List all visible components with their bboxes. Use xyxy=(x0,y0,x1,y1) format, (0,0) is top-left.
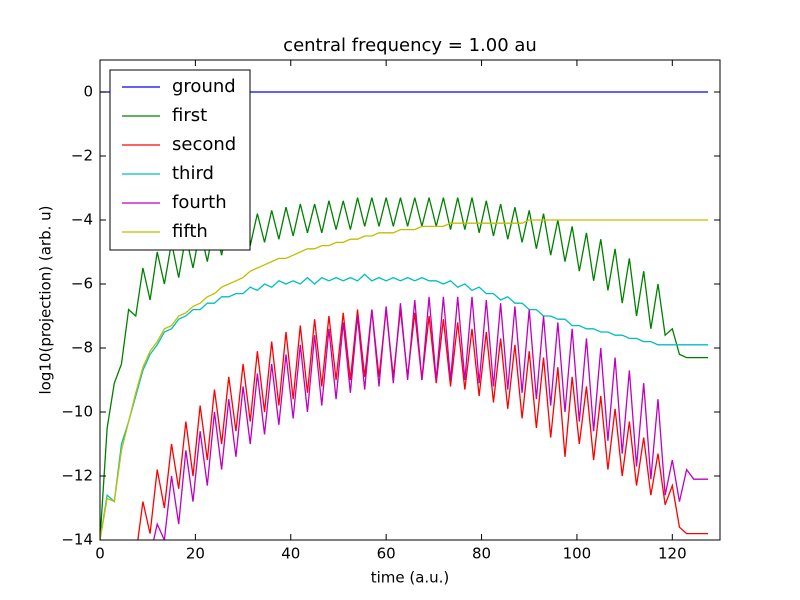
x-tick-label: 40 xyxy=(281,545,300,563)
y-axis-label: log10(projection) (arb. u) xyxy=(37,206,55,395)
y-tick-label: −10 xyxy=(61,403,93,421)
legend-label: fifth xyxy=(172,221,208,242)
x-tick-label: 20 xyxy=(186,545,205,563)
x-tick-label: 120 xyxy=(658,545,687,563)
x-tick-label: 60 xyxy=(377,545,396,563)
y-tick-label: −8 xyxy=(71,339,93,357)
x-tick-label: 80 xyxy=(472,545,491,563)
legend-label: third xyxy=(172,163,214,184)
axes-frame xyxy=(99,59,721,541)
legend-label: second xyxy=(172,134,236,155)
y-tick-label: −6 xyxy=(71,275,93,293)
series-line xyxy=(152,296,709,540)
y-tick-label: −14 xyxy=(61,531,93,549)
legend-label: first xyxy=(172,105,207,126)
y-tick-label: −2 xyxy=(71,147,93,165)
y-tick-label: −12 xyxy=(61,467,93,485)
x-tick-label: 0 xyxy=(95,545,105,563)
x-axis-label: time (a.u.) xyxy=(371,569,450,587)
legend: ground first second third fourth fifth xyxy=(109,69,251,251)
y-tick-label: −4 xyxy=(71,211,93,229)
series-line xyxy=(100,219,709,540)
y-tick-label: 0 xyxy=(83,83,93,101)
legend-label: ground xyxy=(172,76,236,97)
legend-label: fourth xyxy=(172,192,227,213)
legend-box xyxy=(109,69,251,251)
chart-title: central frequency = 1.00 au xyxy=(283,35,537,56)
x-tick-label: 100 xyxy=(563,545,592,563)
series-line xyxy=(100,273,709,540)
